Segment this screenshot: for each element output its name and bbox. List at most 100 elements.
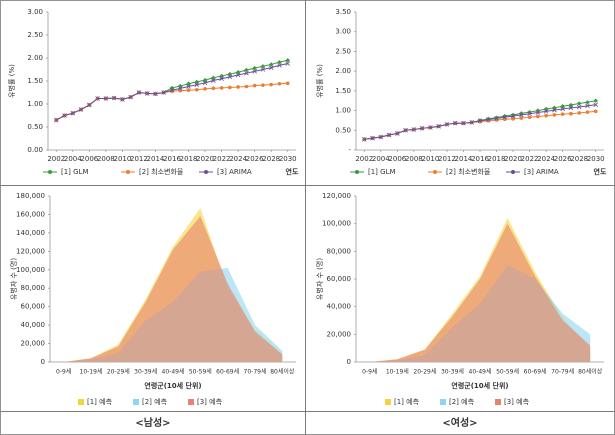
marker <box>227 71 233 77</box>
marker <box>527 111 532 117</box>
x-tick-label: 20-29세 <box>413 368 436 376</box>
x-tick-label: 2006 <box>388 155 406 163</box>
marker <box>577 111 581 115</box>
marker <box>161 90 167 95</box>
marker <box>195 87 199 92</box>
marker <box>536 114 540 119</box>
marker <box>428 125 433 130</box>
legend-label: [3] 예측 <box>197 397 223 406</box>
legend-swatch <box>385 399 391 405</box>
legend-swatch <box>188 399 194 405</box>
marker <box>260 64 266 69</box>
x-tick-label: 40-49세 <box>469 368 492 376</box>
marker <box>178 83 183 89</box>
marker <box>252 69 257 74</box>
marker <box>228 85 232 90</box>
marker <box>568 105 574 111</box>
x-tick-label: 0-9세 <box>362 368 377 376</box>
y-tick-label: 2.00 <box>27 54 43 62</box>
legend-marker <box>433 170 437 174</box>
x-tick-label: 2002 <box>355 155 373 163</box>
x-tick-label: 2024 <box>229 155 247 163</box>
marker <box>252 83 257 88</box>
marker <box>203 87 207 91</box>
legend-marker <box>126 170 130 174</box>
marker <box>169 85 175 91</box>
marker <box>593 109 598 114</box>
x-axis-label: 연령군(10세 단위) <box>144 381 201 390</box>
y-tick-label: 1.00 <box>27 100 43 108</box>
x-tick-label: 50-59세 <box>496 368 519 376</box>
y-tick-label: - <box>348 146 351 154</box>
legend-label: [3] ARIMA <box>217 168 252 176</box>
marker <box>277 81 282 86</box>
x-tick-label: 2030 <box>587 155 605 163</box>
y-tick-label: 140,000 <box>16 229 45 237</box>
x-tick-label: 2012 <box>438 155 456 163</box>
x-tick-label: 2010 <box>113 155 131 163</box>
marker <box>277 63 282 68</box>
marker <box>576 104 582 110</box>
legend-label: [2] 최소변화율 <box>139 167 184 176</box>
x-tick-label: 2006 <box>80 155 98 163</box>
x-axis-label: 연도 <box>594 167 607 176</box>
y-tick-label: 1.50 <box>335 87 351 95</box>
marker <box>519 111 524 116</box>
y-tick-label: 60,000 <box>21 303 46 311</box>
marker <box>244 70 249 76</box>
legend-marker <box>204 170 208 174</box>
marker <box>144 91 150 96</box>
legend-swatch <box>78 399 84 405</box>
y-tick-label: 2.00 <box>335 67 351 75</box>
y-tick-label: 60,000 <box>327 275 352 283</box>
marker <box>244 67 249 73</box>
legend-marker <box>355 170 359 174</box>
marker <box>219 76 224 81</box>
y-tick-label: 20,000 <box>21 340 46 348</box>
x-tick-label: 60-69세 <box>216 368 239 376</box>
marker <box>378 134 384 140</box>
y-tick-label: 3.50 <box>335 8 351 16</box>
x-axis-label: 연령군(10세 단위) <box>451 381 508 390</box>
marker <box>593 102 599 107</box>
x-tick-label: 2026 <box>246 155 264 163</box>
x-tick-label: 2014 <box>455 155 473 163</box>
y-tick-label: 40,000 <box>327 303 352 311</box>
marker <box>543 109 549 114</box>
marker <box>552 107 557 113</box>
legend-swatch <box>133 399 139 405</box>
caption: <남성> <box>135 416 170 429</box>
marker <box>153 91 158 97</box>
y-axis-label: 유병자 수 (명) <box>315 258 324 300</box>
legend-marker <box>48 170 52 174</box>
marker <box>527 115 532 120</box>
marker <box>202 80 208 86</box>
marker <box>136 90 142 95</box>
marker <box>244 84 249 89</box>
marker <box>177 86 183 91</box>
y-tick-label: 100,000 <box>16 266 45 274</box>
marker <box>186 88 191 92</box>
legend-swatch <box>440 399 446 405</box>
marker <box>511 117 515 121</box>
marker <box>236 85 240 89</box>
marker <box>502 114 508 120</box>
marker <box>544 113 548 118</box>
marker <box>585 100 590 105</box>
marker <box>560 112 565 116</box>
marker <box>120 97 125 102</box>
area <box>63 216 283 362</box>
x-tick-label: 2030 <box>279 155 297 163</box>
marker <box>560 106 565 112</box>
marker <box>186 84 191 89</box>
marker <box>577 101 582 106</box>
legend-swatch <box>495 399 501 405</box>
marker <box>543 106 549 112</box>
y-tick-label: 3.00 <box>27 8 43 16</box>
x-tick-label: 2004 <box>372 155 390 163</box>
marker <box>269 62 274 67</box>
marker <box>235 70 241 75</box>
marker <box>535 110 541 115</box>
x-tick-label: 2004 <box>64 155 82 163</box>
